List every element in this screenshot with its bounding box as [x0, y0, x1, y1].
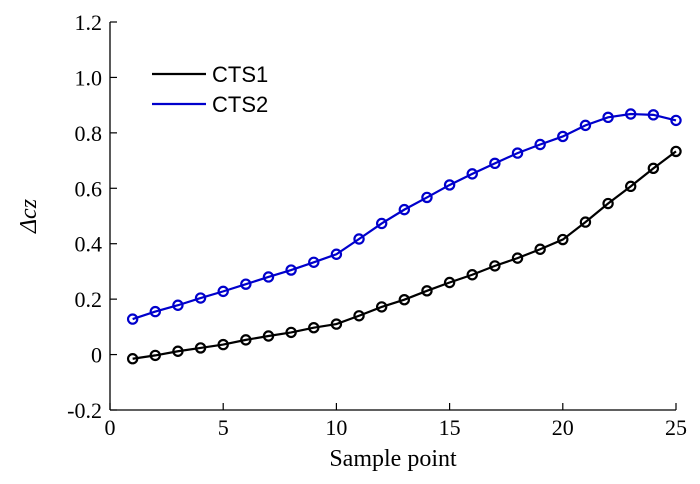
y-tick-label-1.2: 1.2 [75, 10, 103, 35]
series-line-cts2 [132, 112, 677, 321]
data-point-cts2-23 [625, 108, 637, 120]
x-tick-label-15: 15 [439, 415, 461, 440]
data-point-cts2-24 [647, 109, 660, 121]
x-tick-label-20: 20 [552, 415, 574, 440]
series-markers [126, 108, 682, 365]
data-point-cts2-11 [353, 233, 365, 245]
data-point-cts2-22 [602, 111, 614, 124]
y-tick-label-1: 1.0 [75, 65, 103, 90]
data-point-cts2-16 [466, 168, 478, 180]
legend-label-cts1: CTS1 [212, 62, 268, 87]
data-point-cts2-20 [557, 130, 569, 143]
y-tick-label-0.2: 0.2 [75, 287, 103, 312]
data-point-cts1-12 [375, 301, 388, 313]
data-point-cts2-13 [398, 203, 411, 216]
series-line-cts1 [132, 150, 677, 360]
data-point-cts1-17 [489, 260, 501, 272]
data-point-cts1-25 [670, 145, 682, 158]
data-point-cts1-20 [557, 233, 569, 246]
x-tick-label-5: 5 [218, 415, 229, 440]
x-tick-label-0: 0 [105, 415, 116, 440]
y-tick-label-0: 0 [91, 343, 102, 368]
data-point-cts2-14 [421, 191, 433, 204]
data-point-cts1-21 [579, 216, 592, 228]
data-point-cts2-9 [308, 256, 320, 268]
data-point-cts1-10 [330, 318, 343, 330]
data-point-cts1-14 [421, 285, 433, 297]
data-point-cts1-23 [625, 180, 637, 193]
data-point-cts1-13 [398, 294, 411, 306]
axes [109, 22, 676, 411]
data-point-cts2-1 [126, 313, 139, 325]
data-point-cts1-4 [194, 342, 207, 354]
data-point-cts1-6 [240, 334, 252, 346]
y-tick-label--0.2: -0.2 [67, 398, 102, 423]
data-point-cts1-11 [353, 310, 365, 322]
y-tick-label-0.4: 0.4 [75, 232, 103, 257]
data-point-cts1-7 [262, 330, 275, 342]
data-point-cts1-15 [443, 276, 456, 289]
data-point-cts1-18 [511, 252, 524, 264]
data-point-cts1-1 [126, 353, 139, 365]
data-point-cts1-16 [466, 269, 478, 281]
data-point-cts2-25 [670, 114, 682, 127]
data-point-cts1-8 [285, 326, 297, 339]
data-point-cts2-4 [194, 292, 207, 304]
data-point-cts1-9 [308, 321, 320, 334]
data-point-cts2-8 [285, 264, 297, 276]
data-point-cts1-19 [534, 243, 546, 255]
data-point-cts2-17 [489, 157, 501, 170]
data-point-cts1-5 [217, 338, 229, 351]
data-point-cts1-2 [149, 349, 161, 362]
x-tick-label-10: 10 [325, 415, 347, 440]
data-point-cts2-7 [262, 271, 275, 283]
data-point-cts2-6 [240, 278, 252, 290]
series-lines [132, 112, 677, 360]
data-point-cts2-19 [534, 138, 546, 151]
data-point-cts2-3 [172, 299, 184, 311]
y-axis-title: Δcz [16, 198, 42, 234]
data-point-cts1-3 [172, 345, 184, 357]
data-point-cts2-2 [149, 305, 161, 318]
tick-marks [109, 21, 677, 411]
x-tick-label-25: 25 [665, 415, 687, 440]
y-tick-label-0.8: 0.8 [75, 121, 103, 146]
legend: CTS1 CTS2 [152, 62, 268, 117]
x-axis-title: Sample point [329, 446, 457, 472]
data-point-cts2-18 [511, 147, 524, 159]
data-point-cts2-5 [217, 285, 229, 298]
data-point-cts1-24 [647, 162, 660, 175]
data-point-cts2-12 [375, 217, 388, 230]
data-point-cts2-15 [443, 179, 456, 191]
y-tick-label-0.6: 0.6 [75, 176, 103, 201]
data-point-cts1-22 [602, 197, 614, 210]
legend-label-cts2: CTS2 [212, 92, 268, 117]
data-point-cts2-10 [330, 248, 343, 260]
data-point-cts2-21 [579, 119, 592, 132]
tick-labels: 0 5 10 15 20 25-0.200.20.40.60.81.01.2 [67, 10, 687, 440]
